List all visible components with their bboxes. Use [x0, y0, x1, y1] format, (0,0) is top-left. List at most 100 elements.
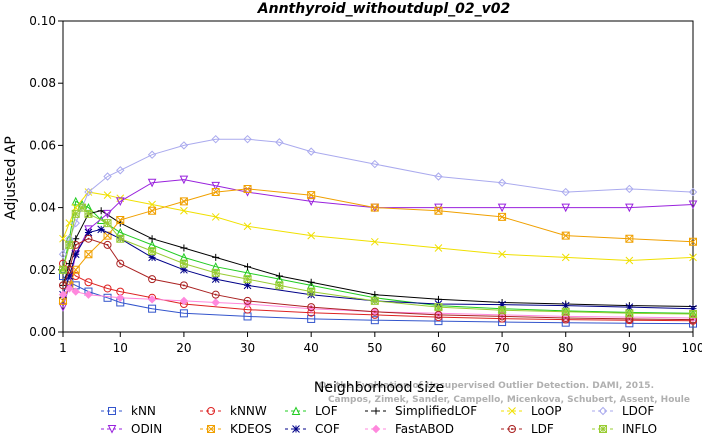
x-tick-label: 20	[176, 341, 191, 355]
data-point-loop	[625, 256, 634, 265]
plot-frame	[62, 20, 694, 333]
data-point-ldf	[179, 281, 188, 290]
data-point-cof	[561, 301, 570, 310]
series-loop	[59, 188, 697, 265]
series-line-knnw	[62, 263, 694, 322]
legend-label: FastABOD	[395, 422, 454, 434]
data-point-odin	[497, 203, 507, 213]
data-point-inflo	[370, 296, 379, 305]
data-point-cof	[148, 253, 156, 262]
legend-label: LOF	[315, 404, 338, 418]
plot-area: 1 10 20 30 40 50 60 70 80 90 100 0.00 0.02 0.04 0.06 0.…	[29, 14, 702, 355]
data-point-ldf	[370, 307, 379, 316]
data-point-ldof	[58, 250, 68, 259]
data-point-odin	[147, 178, 157, 188]
data-point-inflo	[625, 309, 634, 318]
legend-marker-ldf	[508, 425, 516, 433]
data-point-cof	[625, 303, 634, 311]
x-tick-label: 90	[622, 341, 637, 355]
data-point-cof	[498, 300, 506, 309]
legend-label: LDOF	[622, 404, 654, 418]
data-point-fastabod	[179, 296, 189, 306]
data-point-odin	[211, 181, 221, 191]
legend-item-ldof: LDOF	[592, 404, 654, 418]
y-tick-label: 0.06	[29, 138, 56, 152]
legend-marker-ldof	[598, 406, 608, 416]
data-point-knn	[434, 317, 443, 326]
data-point-fastabod	[147, 295, 157, 304]
data-point-ldf	[434, 310, 443, 319]
y-tick-label: 0.10	[29, 14, 56, 28]
x-tick-label: 1	[59, 341, 67, 355]
legend-item-simplifiedlof: SimplifiedLOF	[365, 404, 477, 418]
legend-marker-lof	[291, 406, 301, 415]
data-point-inflo	[561, 307, 570, 316]
x-tick-label: 70	[494, 341, 509, 355]
data-point-kdeos	[689, 237, 697, 246]
data-point-loop	[211, 213, 220, 221]
data-point-ldof	[497, 178, 507, 187]
data-point-ldf-dot	[501, 315, 504, 318]
data-point-ldof	[688, 187, 698, 197]
data-point-knn	[179, 309, 188, 318]
data-point-odin	[688, 200, 698, 210]
data-point-odin	[103, 209, 112, 219]
y-tick-label: 0.00	[29, 325, 56, 339]
legend-item-cof: COF	[285, 422, 340, 434]
series-knnw	[59, 259, 697, 325]
chart-title: Annthyroid_withoutdupl_02_v02	[257, 1, 510, 17]
data-point-kdeos	[84, 250, 93, 259]
legend-item-knn: kNN	[101, 404, 156, 418]
data-point-ldof	[243, 134, 252, 144]
data-point-cof	[71, 250, 80, 259]
legend-item-knnw: kNNW	[200, 404, 267, 418]
legend-item-lof: LOF	[285, 404, 338, 418]
data-point-kdeos	[211, 188, 220, 197]
data-point-ldf-dot	[373, 310, 376, 313]
data-point-ldf	[59, 281, 67, 290]
legend-label: LDF	[531, 422, 554, 434]
legend-label: INFLO	[622, 422, 657, 434]
legend-marker-kdeos	[207, 425, 215, 433]
data-point-simplifiedlof	[212, 253, 220, 261]
data-point-knn	[307, 314, 316, 323]
data-point-loop	[434, 244, 443, 252]
data-point-cof	[97, 225, 106, 234]
data-point-ldf-dot	[68, 268, 71, 271]
data-point-fastabod	[211, 298, 220, 307]
series-ldof	[58, 134, 698, 259]
watermark-line: Campos, Zimek, Sander, Campello, Micenko…	[328, 395, 690, 405]
data-point-ldof	[211, 134, 220, 144]
data-point-inflo	[148, 247, 157, 256]
legend-label: ODIN	[131, 422, 162, 434]
data-point-kdeos	[116, 216, 125, 225]
x-tick-label: 80	[558, 341, 573, 355]
data-point-ldof	[275, 138, 284, 147]
legend-marker-knnw	[207, 407, 215, 415]
data-point-cof	[65, 272, 74, 280]
data-point-ldf	[211, 290, 220, 299]
data-point-ldf	[103, 240, 112, 249]
data-point-ldf	[84, 234, 93, 243]
data-point-odin	[58, 303, 68, 312]
data-point-inflo	[275, 281, 284, 290]
data-point-ldof	[561, 187, 570, 197]
data-point-ldof	[84, 187, 93, 197]
series-line-odin	[62, 179, 694, 308]
data-point-inflo	[65, 240, 74, 249]
data-point-ldof	[625, 184, 634, 194]
series-line-simplifiedlof	[62, 210, 694, 307]
data-point-ldf-dot	[106, 243, 109, 246]
legend-marker-fastabod	[371, 424, 381, 434]
data-point-cof	[211, 275, 220, 283]
watermark-line: On the Evaluation of Unsupervised Outlie…	[319, 381, 654, 391]
data-point-knnw	[103, 284, 112, 293]
data-point-loop	[307, 231, 316, 240]
data-point-simplifiedlof	[97, 207, 105, 215]
data-point-fastabod	[71, 287, 80, 296]
data-point-ldof	[370, 159, 380, 169]
data-point-ldf	[243, 296, 252, 305]
legend-marker-loop	[508, 407, 516, 415]
series-odin	[58, 175, 698, 312]
